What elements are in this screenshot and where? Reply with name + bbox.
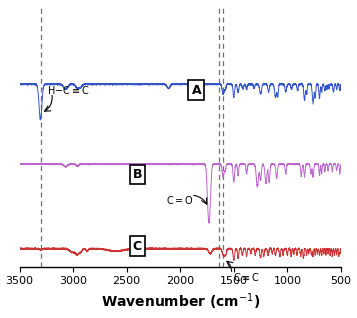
X-axis label: Wavenumber (cm$^{-1}$): Wavenumber (cm$^{-1}$) — [101, 292, 260, 313]
Text: C: C — [133, 239, 142, 252]
Text: C$\equiv$C: C$\equiv$C — [233, 271, 260, 283]
Text: B: B — [133, 168, 142, 181]
Text: A: A — [191, 84, 201, 96]
Text: C$=$O: C$=$O — [166, 194, 194, 206]
Text: H$-$C$\equiv$C: H$-$C$\equiv$C — [46, 84, 89, 96]
